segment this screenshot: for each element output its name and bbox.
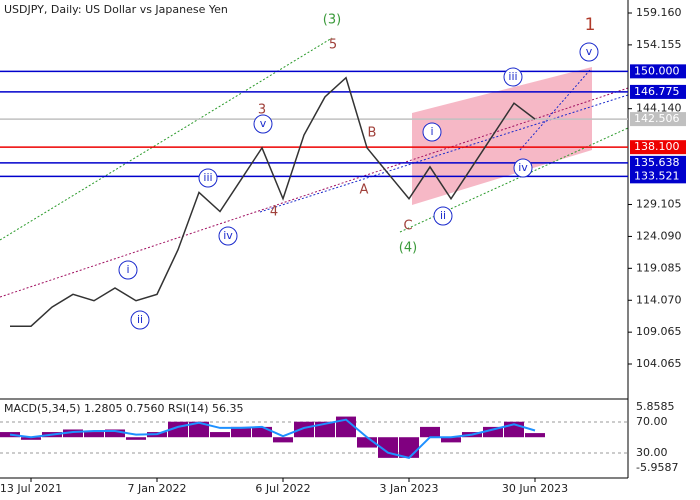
wave-label: ii [137,313,143,326]
trend-line [259,94,629,213]
macd-bar [420,426,440,438]
level-label: 135.638 [634,156,680,169]
macd-bar [210,432,230,438]
y-tick-label: 129.105 [636,197,682,210]
macd-bar [336,416,356,438]
wave-label: 1 [585,15,596,35]
macd-bar [84,432,104,438]
chart-title: USDJPY, Daily: US Dollar vs Japanese Yen [4,3,228,16]
level-label: 146.775 [634,85,680,98]
y-tick-label: 5.8585 [636,400,675,413]
wave-label: 4 [270,205,278,220]
level-box [630,112,686,127]
wave-circle [433,206,453,226]
macd-bar [441,437,461,443]
wave-label: (4) [399,241,417,256]
macd-bar [105,429,125,438]
y-tick-label: 114.070 [636,293,682,306]
level-box [630,169,686,184]
macd-bar [294,421,314,438]
wave-label: ii [440,209,446,222]
level-box [630,64,686,79]
wave-label: B [368,126,377,141]
price-line [10,76,536,327]
wave-label: iv [223,229,233,242]
macd-bar [63,429,83,438]
x-tick-label: 3 Jan 2023 [380,482,439,495]
wave-label: v [586,45,593,58]
macd-bar [357,437,377,448]
wave-label: A [360,183,369,198]
wave-circle [253,114,273,134]
wave-label: iv [518,161,528,174]
wave-label: (3) [323,13,341,28]
y-tick-label: 124.090 [636,229,682,242]
level-label: 138.100 [634,140,680,153]
x-tick-label: 13 Jul 2021 [0,482,62,495]
macd-bar [273,437,293,443]
wave-label: v [260,117,267,130]
wave-circle [579,42,599,62]
wave-label: 5 [329,38,337,53]
x-tick-label: 7 Jan 2022 [128,482,187,495]
x-tick-label: 30 Jun 2023 [502,482,568,495]
level-box [630,155,686,170]
y2-tick-label: 30.00 [636,446,668,459]
trend-line [0,37,333,241]
signal-line [9,418,536,459]
y-tick-label: 154.155 [636,38,682,51]
macd-bar [378,437,398,458]
indicator-title: MACD(5,34,5) 1.2805 0.7560 RSI(14) 56.35 [4,402,243,415]
wave-circle [130,310,150,330]
trend-line [519,69,591,151]
wave-label: C [403,219,412,234]
wave-circle [503,67,523,87]
wave-circle [118,260,138,280]
level-box [630,84,686,99]
channel [412,67,592,205]
wave-circle [422,122,442,142]
wave-circle [218,226,238,246]
wave-circle [198,168,218,188]
y-tick-label: 159.160 [636,6,682,19]
y-tick-label: -5.9587 [636,461,678,474]
x-tick-label: 6 Jul 2022 [255,482,310,495]
wave-label: i [430,125,433,138]
level-label: 142.506 [634,112,680,125]
wave-label: iii [508,70,517,83]
macd-bar [126,437,146,440]
y-tick-label: 144.140 [636,102,682,115]
macd-bar [525,433,545,438]
y-tick-label: 104.065 [636,357,682,370]
macd-bar [399,437,419,458]
macd-bar [252,426,272,438]
macd-bar [189,421,209,438]
level-box [630,140,686,155]
wave-label: 3 [258,103,266,118]
level-label: 150.000 [634,64,680,77]
y-tick-label: 109.065 [636,325,682,338]
macd-bar [21,437,41,440]
wave-label: iii [203,171,212,184]
y-tick-label: 119.085 [636,261,682,274]
y2-tick-label: 70.00 [636,415,668,428]
macd-bar [483,426,503,438]
wave-label: i [126,263,129,276]
level-label: 133.521 [634,169,680,182]
wave-circle [513,158,533,178]
macd-bar [231,426,251,438]
